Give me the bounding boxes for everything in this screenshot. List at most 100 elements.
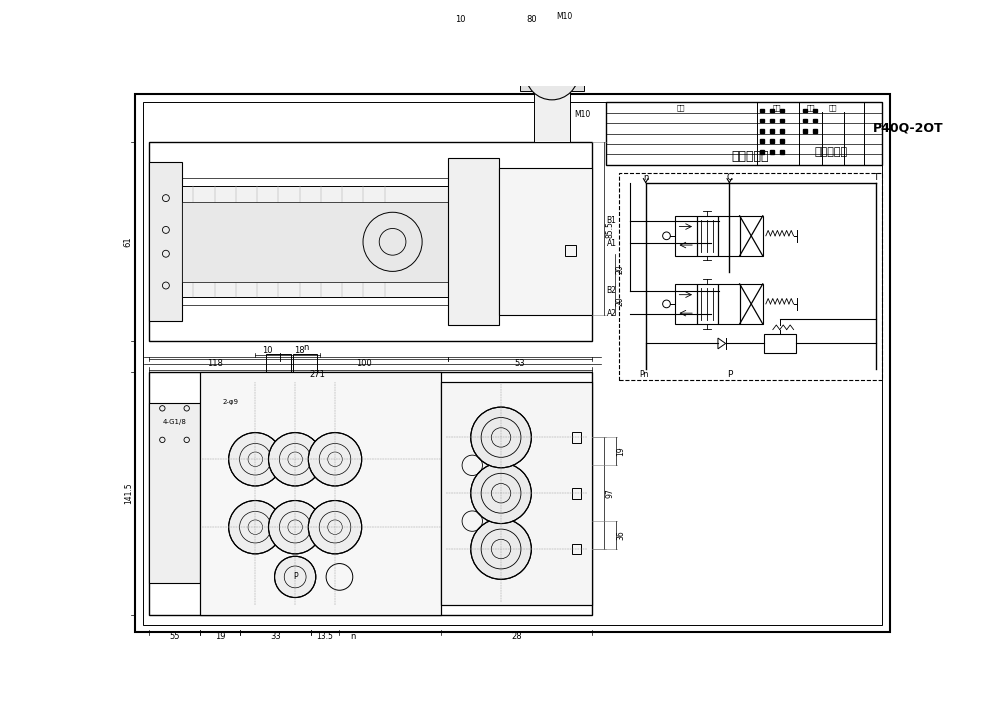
Text: 33: 33 <box>270 632 281 641</box>
Bar <box>520 81 584 91</box>
Polygon shape <box>813 119 817 122</box>
Text: B2: B2 <box>607 286 616 296</box>
Text: 数量: 数量 <box>773 104 782 111</box>
Text: T: T <box>873 173 879 182</box>
Text: 标记: 标记 <box>677 104 685 111</box>
Text: 多路阀总点: 多路阀总点 <box>815 147 848 157</box>
Circle shape <box>471 518 531 580</box>
Bar <box>764 334 796 353</box>
Text: 36: 36 <box>617 530 626 540</box>
Bar <box>293 354 317 372</box>
Text: 55: 55 <box>169 632 180 641</box>
Text: 4-G1/8: 4-G1/8 <box>163 418 187 425</box>
Bar <box>149 142 592 341</box>
Bar <box>675 284 697 324</box>
Circle shape <box>275 557 316 597</box>
Text: n: n <box>350 632 355 641</box>
Text: 100: 100 <box>356 359 372 368</box>
Polygon shape <box>760 150 764 154</box>
Text: P: P <box>293 572 297 582</box>
Bar <box>448 158 499 325</box>
Polygon shape <box>760 109 764 112</box>
Polygon shape <box>813 129 817 133</box>
Bar <box>606 101 882 165</box>
Text: C: C <box>726 173 732 182</box>
Polygon shape <box>770 119 774 122</box>
Text: M10: M10 <box>574 110 591 119</box>
Polygon shape <box>760 139 764 143</box>
Text: P: P <box>727 370 732 379</box>
Text: 141.5: 141.5 <box>124 482 133 504</box>
Text: A2: A2 <box>606 309 616 318</box>
Text: 53: 53 <box>514 359 525 368</box>
Polygon shape <box>770 129 774 133</box>
Circle shape <box>229 433 282 486</box>
Polygon shape <box>780 109 784 112</box>
Polygon shape <box>780 150 784 154</box>
Polygon shape <box>780 119 784 122</box>
Text: 20: 20 <box>616 297 625 306</box>
Text: 85.5: 85.5 <box>606 221 615 238</box>
Text: 19: 19 <box>617 446 626 456</box>
Bar <box>572 432 581 443</box>
Text: B1: B1 <box>607 216 616 225</box>
Bar <box>200 372 441 615</box>
Bar <box>572 487 581 498</box>
Polygon shape <box>345 201 440 283</box>
Bar <box>499 168 592 316</box>
Bar <box>675 216 697 256</box>
Circle shape <box>268 500 322 554</box>
Polygon shape <box>760 119 764 122</box>
Circle shape <box>229 500 282 554</box>
Text: 日期: 日期 <box>829 104 837 111</box>
Text: 271: 271 <box>309 370 325 379</box>
Text: n: n <box>643 173 648 182</box>
Text: 97: 97 <box>606 488 615 498</box>
Bar <box>718 216 740 256</box>
Polygon shape <box>760 129 764 133</box>
Polygon shape <box>770 150 774 154</box>
Circle shape <box>308 500 362 554</box>
Text: n: n <box>304 343 309 352</box>
Text: 80: 80 <box>527 15 537 24</box>
Bar <box>740 284 763 324</box>
Text: 61: 61 <box>124 237 133 247</box>
Text: 签名: 签名 <box>806 104 815 111</box>
Text: 118: 118 <box>207 359 223 368</box>
Bar <box>565 245 576 256</box>
Text: 13.5: 13.5 <box>316 632 333 641</box>
Text: 2-φ9: 2-φ9 <box>223 399 239 406</box>
Bar <box>572 544 581 554</box>
Text: M10: M10 <box>556 12 572 21</box>
Text: 10: 10 <box>262 346 273 355</box>
Polygon shape <box>803 129 807 133</box>
Bar <box>697 216 718 256</box>
Text: 18: 18 <box>294 346 305 355</box>
Bar <box>149 403 200 583</box>
Circle shape <box>308 433 362 486</box>
Text: 19: 19 <box>215 632 225 641</box>
Polygon shape <box>803 109 807 112</box>
Polygon shape <box>770 109 774 112</box>
Circle shape <box>525 47 579 100</box>
Bar <box>718 284 740 324</box>
Circle shape <box>268 433 322 486</box>
Bar <box>740 216 763 256</box>
Bar <box>441 382 592 605</box>
Bar <box>149 162 182 321</box>
Bar <box>182 186 448 298</box>
Polygon shape <box>780 139 784 143</box>
Bar <box>182 202 448 282</box>
Circle shape <box>471 463 531 523</box>
Bar <box>200 372 441 615</box>
Text: P40Q-2OT: P40Q-2OT <box>873 122 943 134</box>
Text: 28: 28 <box>511 632 522 641</box>
Text: 液压原理图: 液压原理图 <box>732 150 769 162</box>
Polygon shape <box>803 119 807 122</box>
Polygon shape <box>780 129 784 133</box>
Polygon shape <box>770 139 774 143</box>
Bar <box>534 86 570 142</box>
Circle shape <box>471 407 531 468</box>
Bar <box>266 354 291 372</box>
Bar <box>697 284 718 324</box>
